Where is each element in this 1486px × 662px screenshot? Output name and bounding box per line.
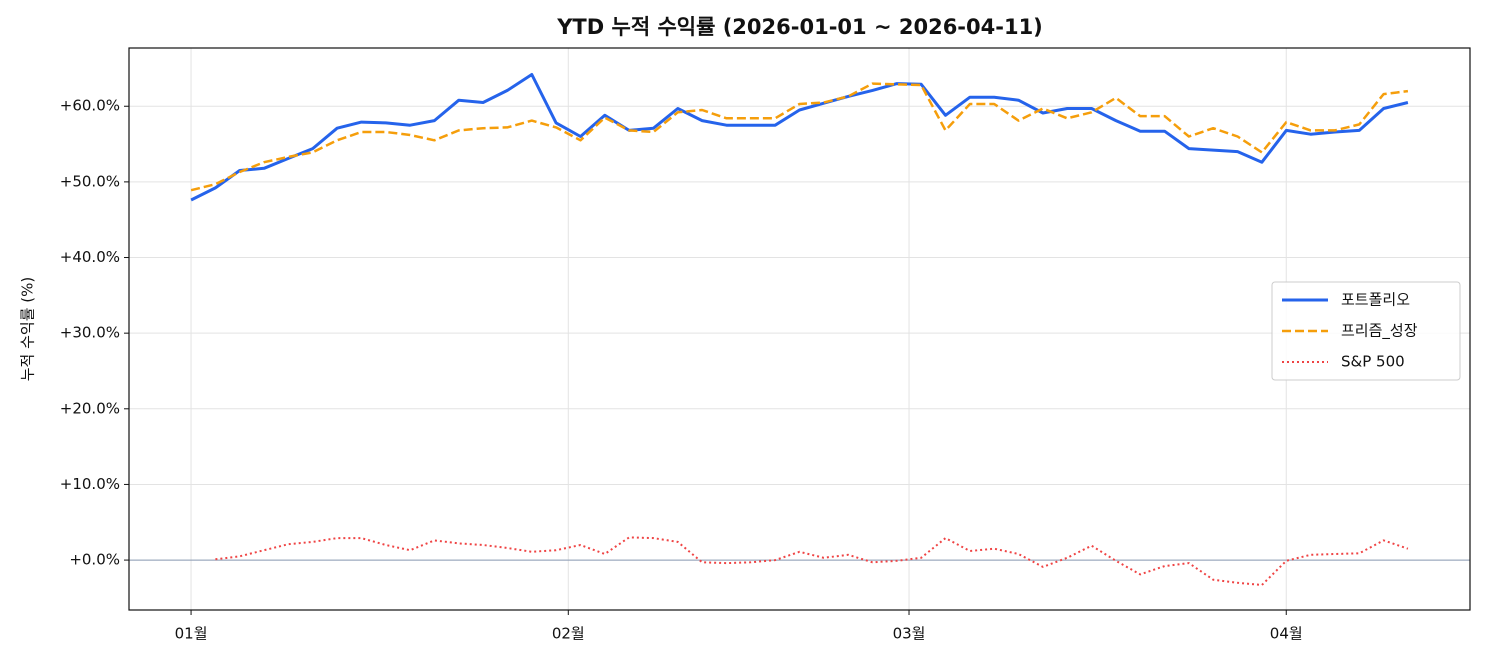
legend-label: S&P 500 xyxy=(1341,353,1405,371)
x-tick-label: 04월 xyxy=(1270,625,1303,643)
y-tick-label: +30.0% xyxy=(60,324,120,342)
legend-box xyxy=(1271,281,1461,381)
series-line xyxy=(190,82,1409,192)
y-tick-label: +0.0% xyxy=(69,551,120,569)
series-line xyxy=(215,536,1409,586)
y-axis-label: 누적 수익률 (%) xyxy=(19,277,37,382)
series-line xyxy=(190,73,1409,202)
legend-label: 포트폴리오 xyxy=(1341,291,1410,309)
y-tick-label: +10.0% xyxy=(60,475,120,493)
x-tick-label: 03월 xyxy=(893,625,926,643)
plot-frame xyxy=(128,47,1471,611)
y-tick-label: +50.0% xyxy=(60,172,120,190)
y-tick-label: +20.0% xyxy=(60,399,120,417)
x-tick-label: 02월 xyxy=(552,625,585,643)
y-tick-label: +60.0% xyxy=(60,97,120,115)
chart-title: YTD 누적 수익률 (2026-01-01 ~ 2026-04-11) xyxy=(556,15,1043,39)
y-tick-label: +40.0% xyxy=(60,248,120,266)
legend-label: 프리즘_성장 xyxy=(1341,322,1418,341)
x-tick-label: 01월 xyxy=(175,625,208,643)
